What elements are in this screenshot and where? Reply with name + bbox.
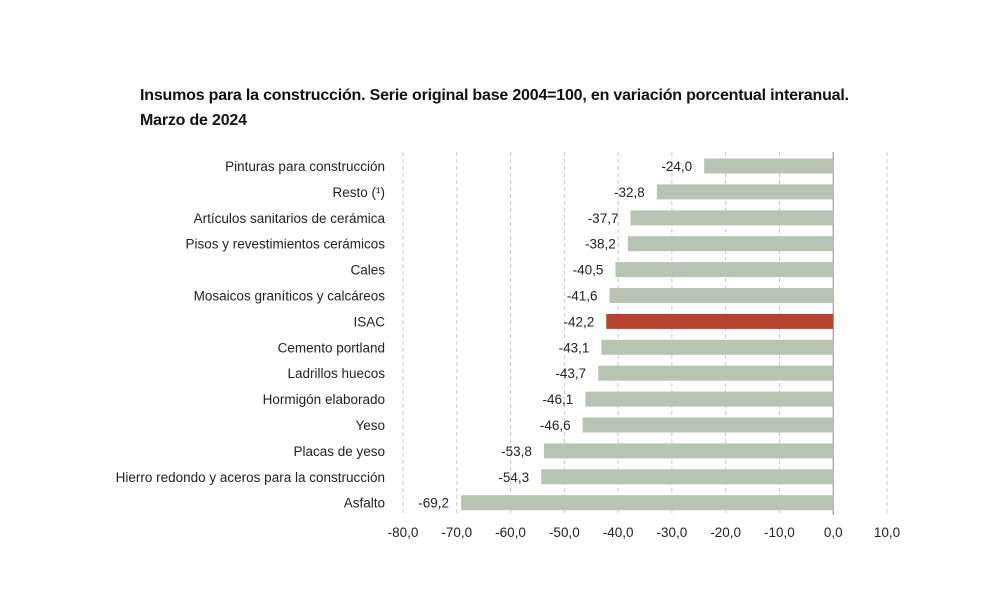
category-label: Pinturas para construcción bbox=[225, 159, 385, 174]
value-label: -38,2 bbox=[585, 237, 616, 252]
bar bbox=[656, 184, 834, 200]
x-tick-label: -20,0 bbox=[710, 525, 741, 540]
value-label: -42,2 bbox=[563, 314, 594, 329]
category-label: Artículos sanitarios de cerámica bbox=[194, 211, 386, 226]
x-tick-label: 0,0 bbox=[824, 525, 843, 540]
value-label: -54,3 bbox=[498, 470, 529, 485]
category-label: Cemento portland bbox=[278, 340, 385, 355]
category-label: Hormigón elaborado bbox=[263, 392, 385, 407]
bar bbox=[585, 391, 834, 407]
chart-subtitle: Marzo de 2024 bbox=[140, 112, 247, 129]
x-tick-label: -60,0 bbox=[495, 525, 526, 540]
value-label: -32,8 bbox=[614, 185, 645, 200]
category-label: Mosaicos graníticos y calcáreos bbox=[194, 289, 386, 304]
value-label: -41,6 bbox=[567, 289, 598, 304]
x-tick-label: -80,0 bbox=[388, 525, 419, 540]
category-label: Pisos y revestimientos cerámicos bbox=[185, 237, 385, 252]
bar bbox=[615, 262, 834, 278]
category-label: ISAC bbox=[353, 314, 385, 329]
value-label: -69,2 bbox=[418, 496, 449, 511]
bar bbox=[630, 210, 834, 226]
category-label: Hierro redondo y aceros para la construc… bbox=[116, 470, 385, 485]
bar bbox=[609, 288, 834, 303]
bar bbox=[704, 158, 834, 174]
bar bbox=[461, 495, 834, 511]
bar bbox=[627, 236, 834, 252]
value-label: -53,8 bbox=[501, 444, 532, 459]
category-label: Placas de yeso bbox=[293, 444, 385, 459]
bar-highlight bbox=[606, 313, 834, 329]
bar bbox=[582, 417, 834, 433]
x-tick-label: -50,0 bbox=[549, 525, 580, 540]
bar bbox=[543, 443, 834, 459]
bar bbox=[601, 339, 834, 355]
x-tick-label: 10,0 bbox=[874, 525, 900, 540]
value-label: -40,5 bbox=[573, 263, 604, 278]
chart-title: Insumos para la construcción. Serie orig… bbox=[140, 87, 849, 104]
value-label: -46,6 bbox=[540, 418, 571, 433]
value-labels: -24,0 -32,8 -37,7 -38,2 -40,5 -41,6 -42,2 -43,1… bbox=[418, 159, 692, 511]
bar bbox=[598, 365, 834, 381]
x-tick-label: -40,0 bbox=[603, 525, 634, 540]
x-axis: -80,0 -70,0 -60,0 -50,0 -40,0 -30,0 -20,0 -10,0… bbox=[388, 525, 901, 540]
x-tick-label: -10,0 bbox=[764, 525, 795, 540]
bars bbox=[461, 158, 834, 511]
bar bbox=[541, 469, 834, 485]
x-tick-label: -70,0 bbox=[441, 525, 472, 540]
category-label: Asfalto bbox=[344, 496, 385, 511]
x-tick-label: -30,0 bbox=[656, 525, 687, 540]
category-label: Yeso bbox=[355, 418, 385, 433]
category-label: Cales bbox=[350, 263, 385, 278]
grid-lines bbox=[402, 152, 888, 515]
category-label: Resto (¹) bbox=[332, 185, 385, 200]
value-label: -37,7 bbox=[588, 211, 619, 226]
category-label: Ladrillos huecos bbox=[287, 366, 385, 381]
value-label: -43,7 bbox=[555, 366, 586, 381]
value-label: -46,1 bbox=[543, 392, 574, 407]
category-labels: Pinturas para construcción Resto (¹) Artíc… bbox=[116, 159, 386, 511]
value-label: -43,1 bbox=[559, 340, 590, 355]
value-label: -24,0 bbox=[661, 159, 692, 174]
